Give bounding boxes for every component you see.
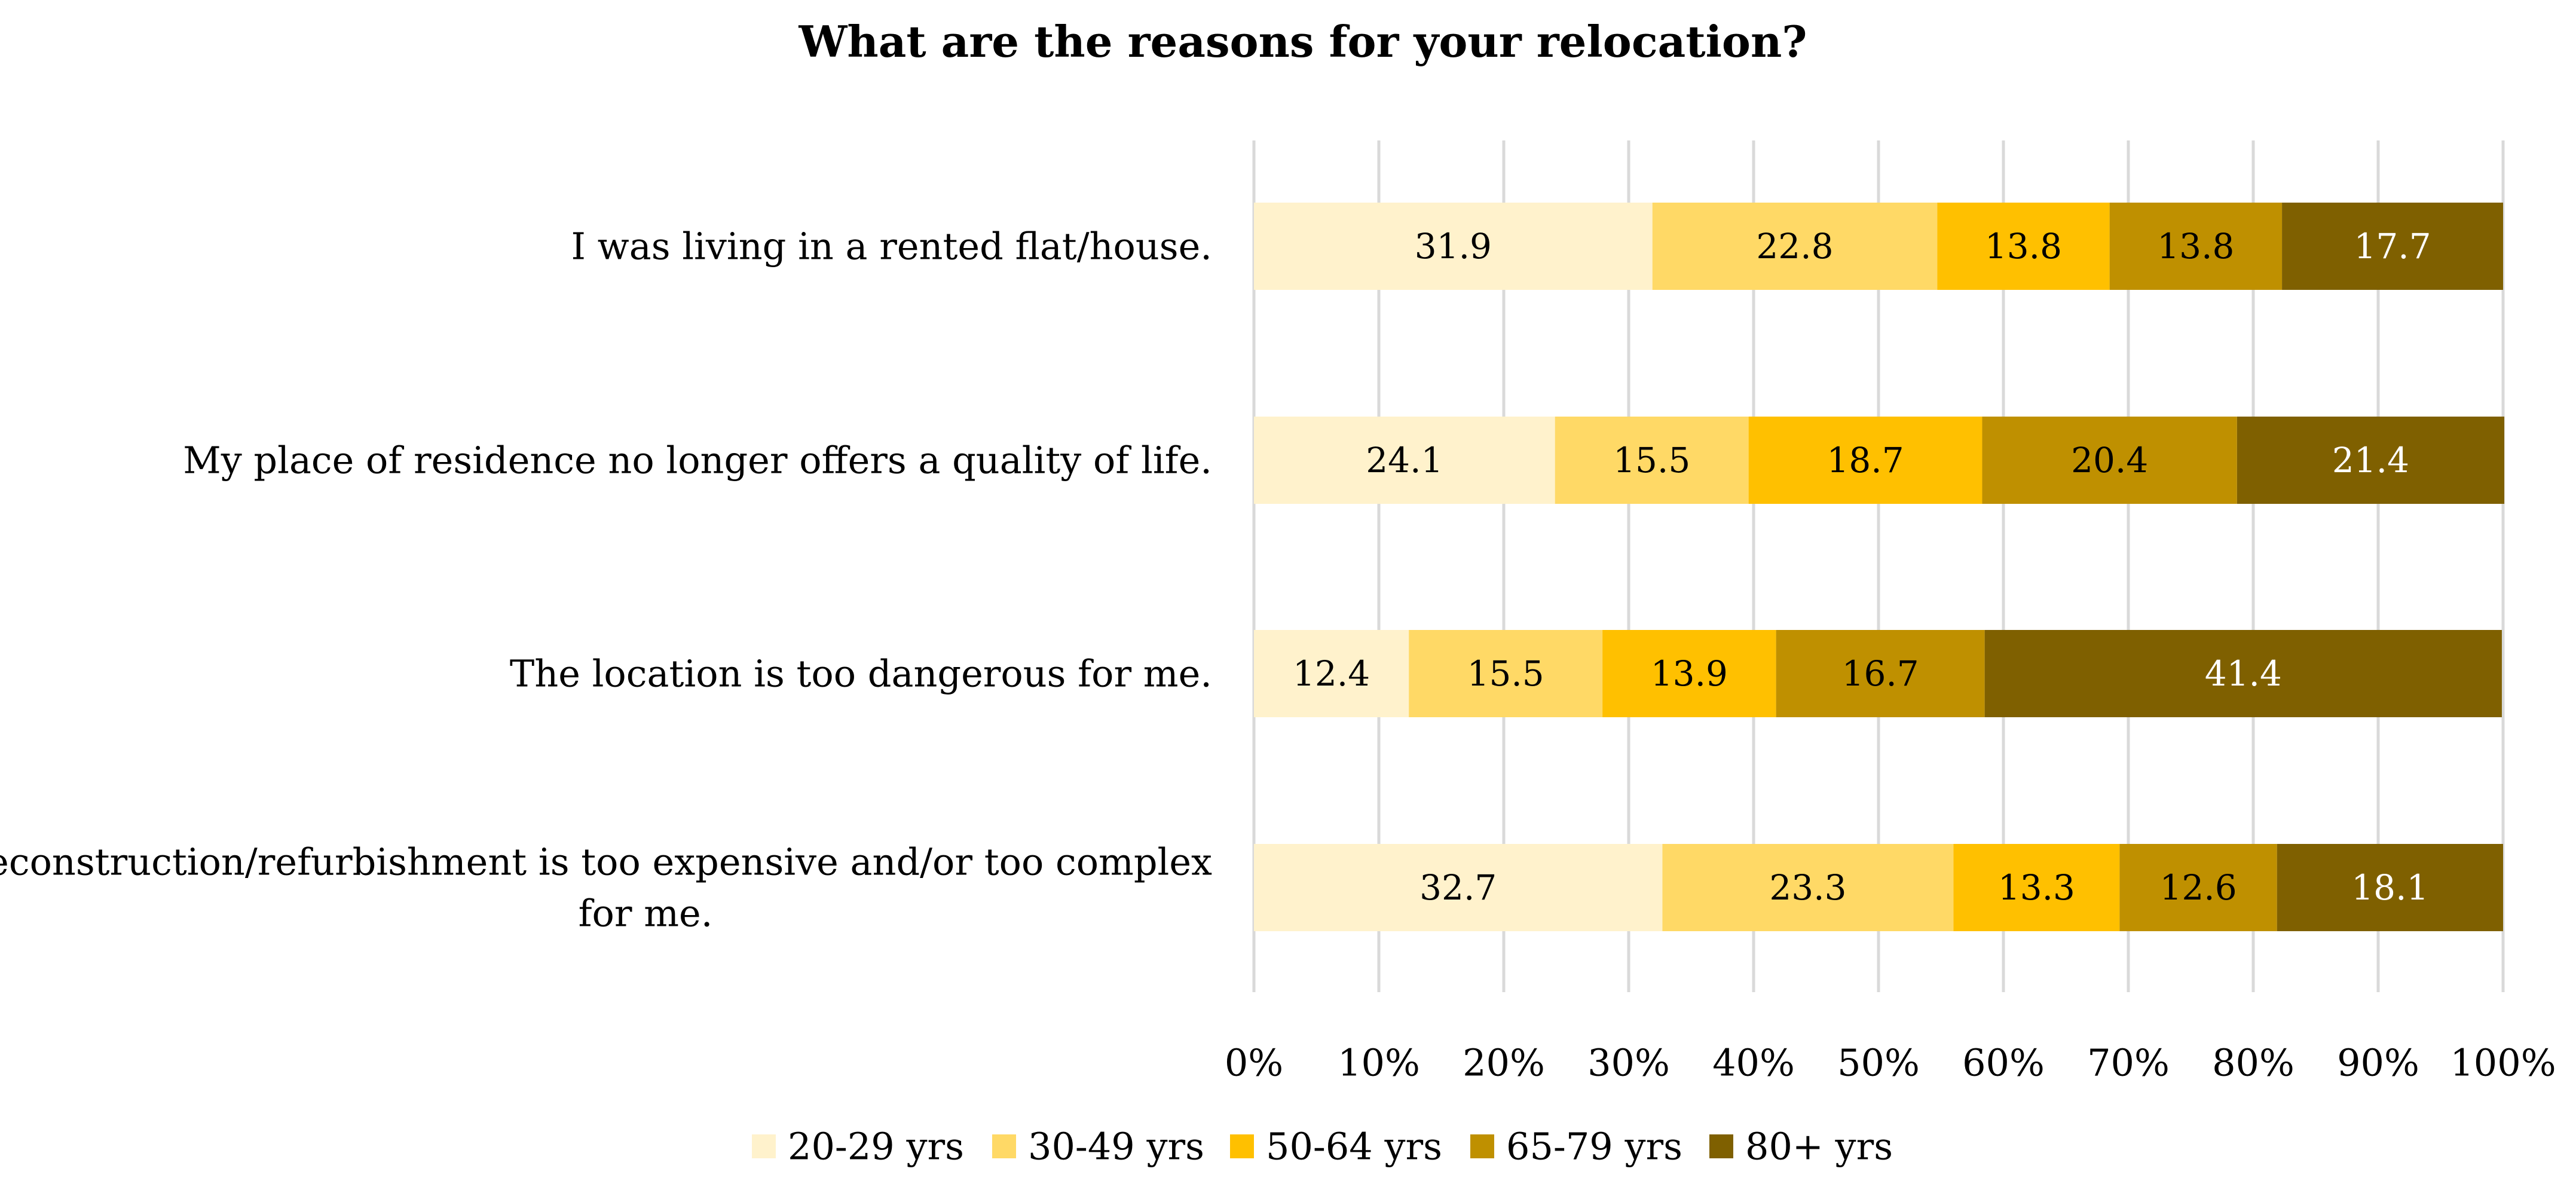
- data-label: 22.8: [1756, 226, 1833, 267]
- category-labels: I was living in a rented flat/house. My p…: [0, 225, 1212, 935]
- bar-segment: [1254, 630, 1409, 717]
- x-tick-label: 90%: [2337, 1041, 2419, 1085]
- data-label: 13.9: [1651, 653, 1728, 694]
- legend-label: 65-79 yrs: [1506, 1125, 1682, 1168]
- category-label: The location is too dangerous for me.: [510, 652, 1212, 696]
- bar-segment: [1662, 844, 1954, 931]
- bar-segment: [2282, 203, 2503, 290]
- bar-segment: [2109, 203, 2283, 290]
- bar-segment: [2119, 844, 2277, 931]
- legend-swatch: [1470, 1134, 1494, 1158]
- bar-segments: [1254, 203, 2505, 931]
- data-label: 13.3: [1998, 867, 2075, 908]
- data-label: 18.1: [2351, 867, 2428, 908]
- bar-segment: [1984, 630, 2502, 717]
- bar-segment: [1748, 417, 1983, 504]
- data-label: 20.4: [2071, 440, 2148, 481]
- bar-segment: [1602, 630, 1776, 717]
- legend-label: 30-49 yrs: [1028, 1125, 1204, 1168]
- category-label: for me.: [579, 892, 713, 935]
- bar-segment: [2237, 417, 2505, 504]
- legend-swatch: [1709, 1134, 1733, 1158]
- data-label: 21.4: [2332, 440, 2409, 481]
- bar-segment: [1937, 203, 2110, 290]
- legend-label: 50-64 yrs: [1266, 1125, 1442, 1168]
- data-label: 41.4: [2205, 653, 2282, 694]
- bar-segment: [1254, 417, 1555, 504]
- bar-segment: [1953, 844, 2120, 931]
- data-label: 13.8: [1985, 226, 2062, 267]
- x-tick-label: 10%: [1338, 1041, 1420, 1085]
- data-label: 18.7: [1827, 440, 1904, 481]
- x-axis-tick-labels: 0% 10% 20% 30% 40% 50% 60% 70% 80% 90% 100%: [1225, 1041, 2556, 1085]
- x-tick-label: 80%: [2212, 1041, 2294, 1085]
- x-tick-label: 20%: [1463, 1041, 1545, 1085]
- x-tick-label: 30%: [1587, 1041, 1670, 1085]
- x-tick-label: 0%: [1225, 1041, 1283, 1085]
- legend-swatch: [1230, 1134, 1254, 1158]
- bar-segment: [1652, 203, 1938, 290]
- data-label: 24.1: [1366, 440, 1443, 481]
- data-label: 23.3: [1769, 867, 1846, 908]
- bar-segment: [1555, 417, 1749, 504]
- bar-segment: [1982, 417, 2237, 504]
- data-label: 31.9: [1415, 226, 1492, 267]
- x-tick-label: 40%: [1712, 1041, 1795, 1085]
- legend-item: 30-49 yrs: [992, 1125, 1204, 1168]
- legend-item: 65-79 yrs: [1470, 1125, 1682, 1168]
- data-label: 17.7: [2354, 226, 2431, 267]
- chart-title: What are the reasons for your relocation…: [798, 16, 1807, 67]
- x-tick-label: 50%: [1837, 1041, 1920, 1085]
- category-label: My place of residence no longer offers a…: [183, 439, 1212, 482]
- legend-item: 80+ yrs: [1709, 1125, 1893, 1168]
- data-label: 12.6: [2159, 867, 2237, 908]
- data-labels: 31.9 22.8 13.8 13.8 17.7 24.1 15.5 18.7 20.4 21.4…: [1293, 226, 2431, 908]
- bar-segment: [2277, 844, 2503, 931]
- x-tick-label: 100%: [2450, 1041, 2556, 1085]
- data-label: 15.5: [1613, 440, 1690, 481]
- category-label: I was living in a rented flat/house.: [571, 225, 1212, 268]
- legend: 20-29 yrs 30-49 yrs 50-64 yrs 65-79 yrs 80+ …: [752, 1125, 1893, 1168]
- data-label: 12.4: [1293, 653, 1370, 694]
- bar-segment: [1254, 844, 1663, 931]
- legend-swatch: [992, 1134, 1016, 1158]
- data-label: 15.5: [1467, 653, 1544, 694]
- x-tick-label: 60%: [1962, 1041, 2045, 1085]
- bar-segment: [1776, 630, 1985, 717]
- legend-item: 50-64 yrs: [1230, 1125, 1442, 1168]
- legend-item: 20-29 yrs: [752, 1125, 964, 1168]
- data-label: 32.7: [1419, 867, 1497, 908]
- category-label: Reconstruction/refurbishment is too expe…: [0, 840, 1212, 884]
- data-label: 13.8: [2157, 226, 2234, 267]
- bar-segment: [1409, 630, 1603, 717]
- x-tick-label: 70%: [2087, 1041, 2170, 1085]
- legend-label: 20-29 yrs: [788, 1125, 964, 1168]
- data-label: 16.7: [1842, 653, 1919, 694]
- legend-swatch: [752, 1134, 776, 1158]
- bar-segment: [1254, 203, 1653, 290]
- legend-label: 80+ yrs: [1745, 1125, 1893, 1168]
